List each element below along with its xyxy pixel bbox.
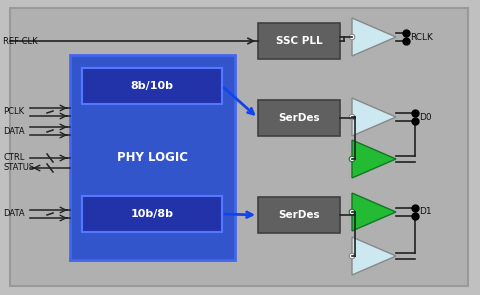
Text: 10b/8b: 10b/8b [131,209,173,219]
Text: D0: D0 [419,112,432,122]
Text: REF CLK: REF CLK [3,37,37,45]
Text: 8b/10b: 8b/10b [131,81,173,91]
Text: CTRL: CTRL [3,153,24,163]
Text: STATUS: STATUS [3,163,34,173]
Bar [82,196,222,232]
Circle shape [349,253,355,259]
Polygon shape [352,18,396,56]
Text: PCLK: PCLK [3,107,24,117]
Polygon shape [352,237,396,275]
Text: PHY LOGIC: PHY LOGIC [117,151,188,164]
Text: SSC PLL: SSC PLL [276,36,322,46]
Text: DATA: DATA [3,209,24,219]
Polygon shape [352,140,396,178]
Bar [258,100,340,136]
Polygon shape [352,98,396,136]
Text: RCLK: RCLK [410,32,433,42]
Bar [70,55,235,260]
Polygon shape [352,193,396,231]
Circle shape [349,114,355,120]
Circle shape [349,34,355,40]
Bar [258,197,340,233]
Circle shape [349,209,355,215]
Bar [258,23,340,59]
Circle shape [349,156,355,162]
Text: SerDes: SerDes [278,113,320,123]
Bar [82,68,222,104]
Text: SerDes: SerDes [278,210,320,220]
Text: DATA: DATA [3,127,24,135]
Text: D1: D1 [419,207,432,217]
